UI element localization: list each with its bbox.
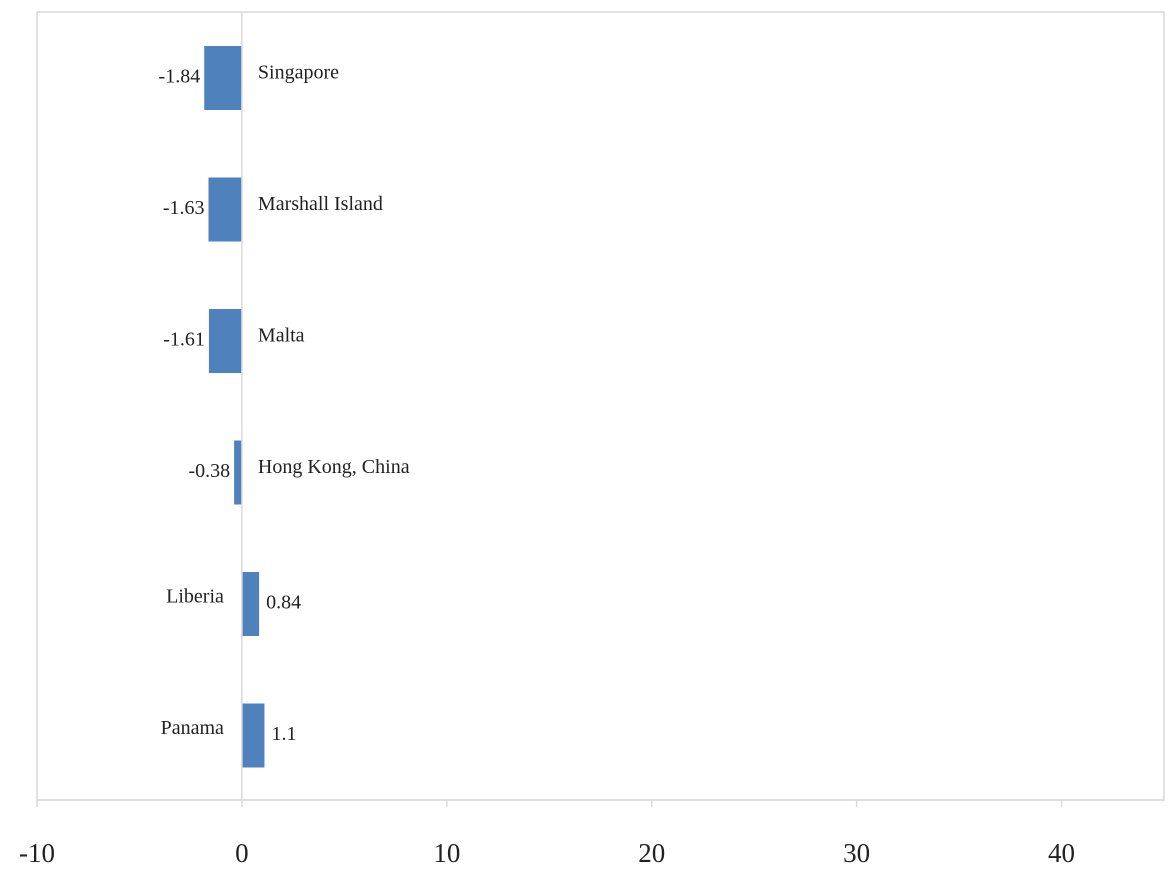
category-label-1: Marshall Island — [258, 193, 383, 215]
category-label-4: Liberia — [166, 586, 224, 608]
x-tick-label-4: 30 — [843, 838, 870, 868]
category-label-2: Malta — [258, 325, 305, 347]
value-label-2: -1.61 — [163, 329, 205, 351]
x-axis-ticks: -10 0 10 20 30 40 — [19, 800, 1075, 868]
x-tick-label-5: 40 — [1048, 838, 1075, 868]
value-label-1: -1.63 — [163, 197, 205, 219]
category-label-5: Panama — [161, 717, 224, 739]
category-label-3: Hong Kong, China — [258, 456, 410, 478]
x-tick-label-2: 10 — [433, 838, 460, 868]
value-label-0: -1.84 — [159, 66, 201, 88]
bars-layer — [204, 46, 265, 768]
bar-0 — [204, 46, 242, 110]
labels-layer: -1.84 Singapore -1.63 Marshall Island -1.61 M… — [159, 62, 410, 746]
x-tick-label-3: 20 — [638, 838, 665, 868]
bar-2 — [208, 309, 242, 373]
bar-4 — [241, 572, 260, 636]
category-label-0: Singapore — [258, 62, 339, 84]
x-tick-label-1: 0 — [235, 838, 249, 868]
bar-3 — [234, 440, 242, 505]
plot-border — [36, 11, 1165, 801]
bar-5 — [241, 703, 265, 768]
value-label-3: -0.38 — [188, 460, 230, 482]
bar-1 — [208, 177, 242, 242]
value-label-4: 0.84 — [266, 592, 301, 614]
value-label-5: 1.1 — [271, 723, 296, 745]
x-tick-label-0: -10 — [19, 838, 55, 868]
